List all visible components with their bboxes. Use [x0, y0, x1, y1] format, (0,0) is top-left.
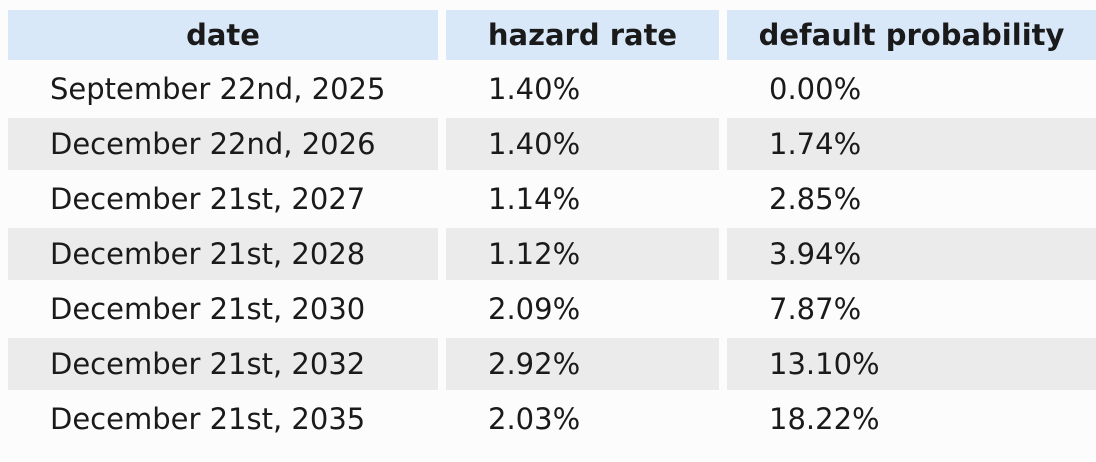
- cell-date: December 21st, 2032: [8, 338, 446, 393]
- table-row: December 21st, 2028 1.12% 3.94%: [8, 228, 1096, 283]
- hazard-rate-default-probability-table: date hazard rate default probability Sep…: [8, 8, 1096, 448]
- table-row: December 22nd, 2026 1.40% 1.74%: [8, 118, 1096, 173]
- column-header-hazard-rate: hazard rate: [446, 8, 727, 63]
- column-header-date: date: [8, 8, 446, 63]
- cell-hazard-rate: 2.92%: [446, 338, 727, 393]
- cell-date: December 21st, 2027: [8, 173, 446, 228]
- cell-hazard-rate: 2.09%: [446, 283, 727, 338]
- cell-date: December 21st, 2028: [8, 228, 446, 283]
- table-row: December 21st, 2032 2.92% 13.10%: [8, 338, 1096, 393]
- table-row: December 21st, 2035 2.03% 18.22%: [8, 393, 1096, 448]
- cell-default-probability: 2.85%: [727, 173, 1096, 228]
- cell-default-probability: 7.87%: [727, 283, 1096, 338]
- cell-hazard-rate: 1.40%: [446, 63, 727, 118]
- cell-hazard-rate: 2.03%: [446, 393, 727, 448]
- table-row: December 21st, 2030 2.09% 7.87%: [8, 283, 1096, 338]
- cell-date: December 21st, 2035: [8, 393, 446, 448]
- table-row: December 21st, 2027 1.14% 2.85%: [8, 173, 1096, 228]
- cell-hazard-rate: 1.40%: [446, 118, 727, 173]
- table-row: September 22nd, 2025 1.40% 0.00%: [8, 63, 1096, 118]
- cell-hazard-rate: 1.12%: [446, 228, 727, 283]
- cell-hazard-rate: 1.14%: [446, 173, 727, 228]
- cell-default-probability: 0.00%: [727, 63, 1096, 118]
- cell-date: December 21st, 2030: [8, 283, 446, 338]
- cell-default-probability: 3.94%: [727, 228, 1096, 283]
- cell-default-probability: 13.10%: [727, 338, 1096, 393]
- cell-date: September 22nd, 2025: [8, 63, 446, 118]
- cell-default-probability: 1.74%: [727, 118, 1096, 173]
- cell-date: December 22nd, 2026: [8, 118, 446, 173]
- credit-table-page: date hazard rate default probability Sep…: [8, 8, 1096, 448]
- cell-default-probability: 18.22%: [727, 393, 1096, 448]
- column-header-default-probability: default probability: [727, 8, 1096, 63]
- header-row: date hazard rate default probability: [8, 8, 1096, 63]
